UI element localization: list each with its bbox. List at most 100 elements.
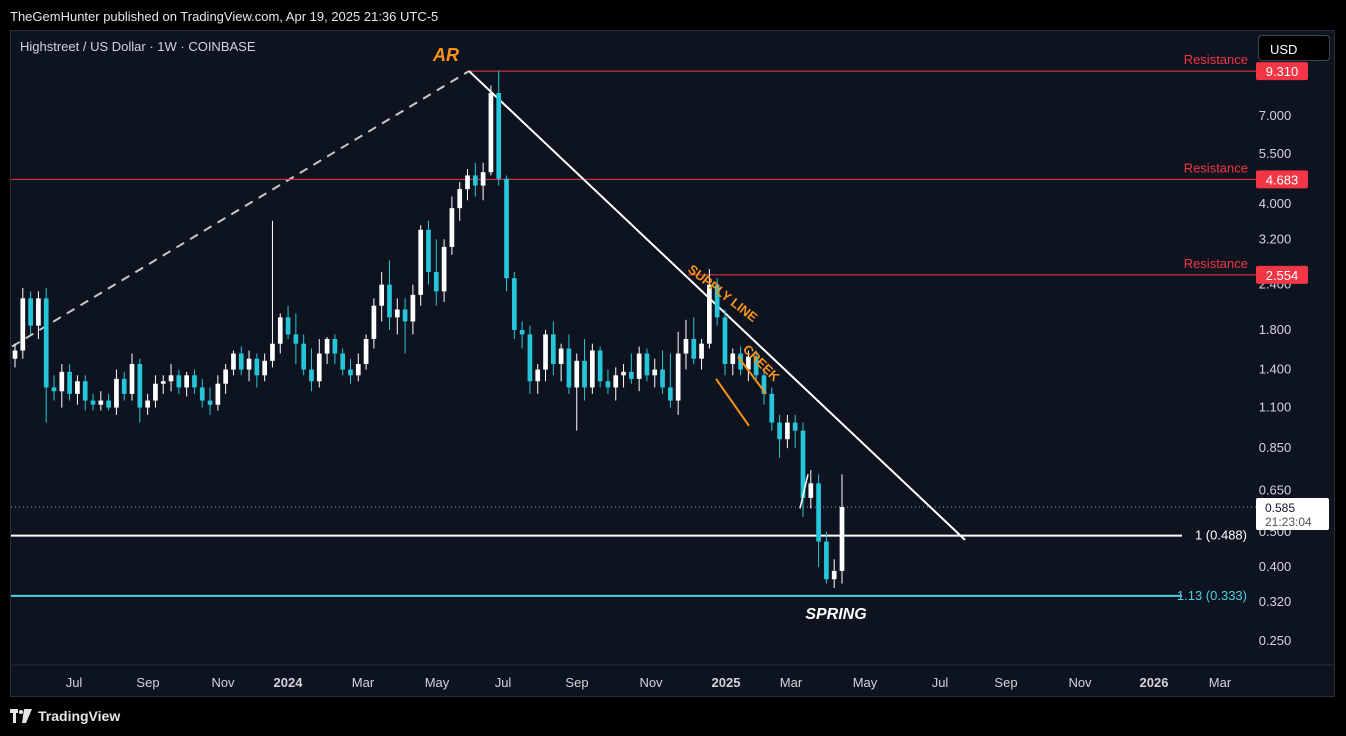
candle-body bbox=[59, 371, 65, 392]
candle-body bbox=[332, 338, 338, 354]
candle-body bbox=[441, 246, 447, 292]
candle-body bbox=[324, 338, 330, 354]
currency-button[interactable]: USD bbox=[1258, 35, 1330, 61]
candle-body bbox=[465, 175, 470, 190]
candle-body bbox=[363, 338, 369, 365]
candle-body bbox=[67, 371, 72, 394]
candle-body bbox=[761, 375, 767, 394]
chart-frame[interactable] bbox=[10, 30, 1335, 697]
y-tick-label: 0.400 bbox=[1259, 559, 1292, 574]
resistance-price-value: 4.683 bbox=[1266, 172, 1299, 187]
candle-body bbox=[340, 353, 346, 370]
candle-body bbox=[223, 369, 228, 384]
creek-line bbox=[737, 356, 767, 395]
y-tick-label: 1.800 bbox=[1259, 322, 1292, 337]
resistance-label: Resistance bbox=[1184, 256, 1248, 271]
candle-body bbox=[402, 309, 408, 322]
candle-body bbox=[348, 369, 353, 376]
candle-body bbox=[98, 400, 104, 405]
candle-body bbox=[394, 309, 400, 318]
x-tick-label: May bbox=[425, 675, 450, 690]
candle-body bbox=[184, 375, 189, 388]
candle-body bbox=[589, 350, 595, 388]
candle-body bbox=[714, 284, 720, 318]
candle-body bbox=[644, 353, 650, 376]
x-tick-label: Mar bbox=[1209, 675, 1232, 690]
y-tick-label: 0.320 bbox=[1259, 594, 1292, 609]
candle-body bbox=[707, 284, 712, 344]
resistance-label: Resistance bbox=[1184, 160, 1248, 175]
candle-body bbox=[691, 338, 697, 359]
candle-body bbox=[488, 93, 494, 173]
candle-body bbox=[176, 375, 182, 388]
candle-body bbox=[839, 507, 845, 571]
candle-body bbox=[449, 208, 455, 247]
candle-body bbox=[129, 364, 135, 394]
x-tick-label: 2026 bbox=[1140, 675, 1169, 690]
x-tick-label: Sep bbox=[565, 675, 588, 690]
y-tick-label: 0.850 bbox=[1259, 440, 1292, 455]
candle-body bbox=[480, 172, 486, 186]
tradingview-logo-icon bbox=[10, 709, 32, 723]
x-tick-label: Jul bbox=[66, 675, 83, 690]
candle-body bbox=[753, 356, 759, 376]
candle-body bbox=[621, 371, 626, 376]
y-tick-label: 1.400 bbox=[1259, 362, 1292, 377]
candle-body bbox=[82, 381, 88, 401]
candle-body bbox=[114, 378, 119, 408]
x-tick-label: Mar bbox=[780, 675, 803, 690]
candle-body bbox=[660, 369, 665, 388]
candle-body bbox=[28, 298, 33, 326]
candle-body bbox=[636, 353, 642, 379]
fib-level-label: 1.13 (0.333) bbox=[1177, 588, 1247, 603]
resistance-price-badge bbox=[1256, 265, 1308, 284]
candle-body bbox=[496, 93, 502, 179]
candle-body bbox=[582, 360, 587, 388]
tradingview-brand: TradingView bbox=[38, 708, 121, 724]
candle-body bbox=[371, 305, 377, 339]
tradingview-footer[interactable]: TradingView bbox=[10, 708, 120, 724]
symbol-title: Highstreet / US Dollar · 1W · COINBASE bbox=[20, 39, 256, 54]
candle-body bbox=[808, 483, 814, 498]
creek-line-lower bbox=[715, 378, 750, 427]
candle-body bbox=[301, 343, 307, 370]
x-tick-label: Sep bbox=[136, 675, 159, 690]
candle-body bbox=[597, 350, 603, 382]
candle-body bbox=[215, 383, 221, 405]
candle-body bbox=[12, 350, 18, 359]
candle-body bbox=[254, 358, 260, 376]
y-tick-label: 3.200 bbox=[1259, 231, 1292, 246]
candle-body bbox=[238, 353, 244, 370]
publish-header: TheGemHunter published on TradingView.co… bbox=[10, 9, 439, 24]
resistance-price-badge bbox=[1256, 62, 1308, 81]
candle-body bbox=[824, 541, 829, 580]
candle-body bbox=[355, 364, 361, 376]
candle-body bbox=[816, 483, 821, 542]
candle-body bbox=[472, 175, 478, 186]
candle-body bbox=[36, 298, 41, 326]
ar-annotation: AR bbox=[432, 45, 459, 65]
candle-body bbox=[106, 400, 111, 408]
y-tick-label: 0.650 bbox=[1259, 482, 1292, 497]
resistance-price-badge bbox=[1256, 170, 1308, 189]
candle-body bbox=[153, 383, 158, 401]
current-price-value: 0.585 bbox=[1265, 501, 1295, 515]
candle-body bbox=[199, 387, 205, 401]
x-tick-label: Mar bbox=[352, 675, 375, 690]
y-tick-label: 5.500 bbox=[1259, 146, 1292, 161]
candle-body bbox=[792, 422, 798, 431]
candle-body bbox=[605, 381, 611, 388]
small-trend-line bbox=[799, 474, 809, 509]
candle-body bbox=[379, 284, 385, 306]
x-tick-label: Jul bbox=[932, 675, 949, 690]
x-tick-label: Jul bbox=[495, 675, 512, 690]
candle-body bbox=[511, 278, 517, 330]
candle-body bbox=[730, 353, 736, 365]
resistance-price-value: 9.310 bbox=[1266, 64, 1299, 79]
candle-body bbox=[192, 375, 197, 388]
x-tick-label: Nov bbox=[639, 675, 663, 690]
candle-body bbox=[550, 334, 556, 365]
candle-body bbox=[777, 422, 782, 440]
candle-body bbox=[722, 317, 728, 365]
